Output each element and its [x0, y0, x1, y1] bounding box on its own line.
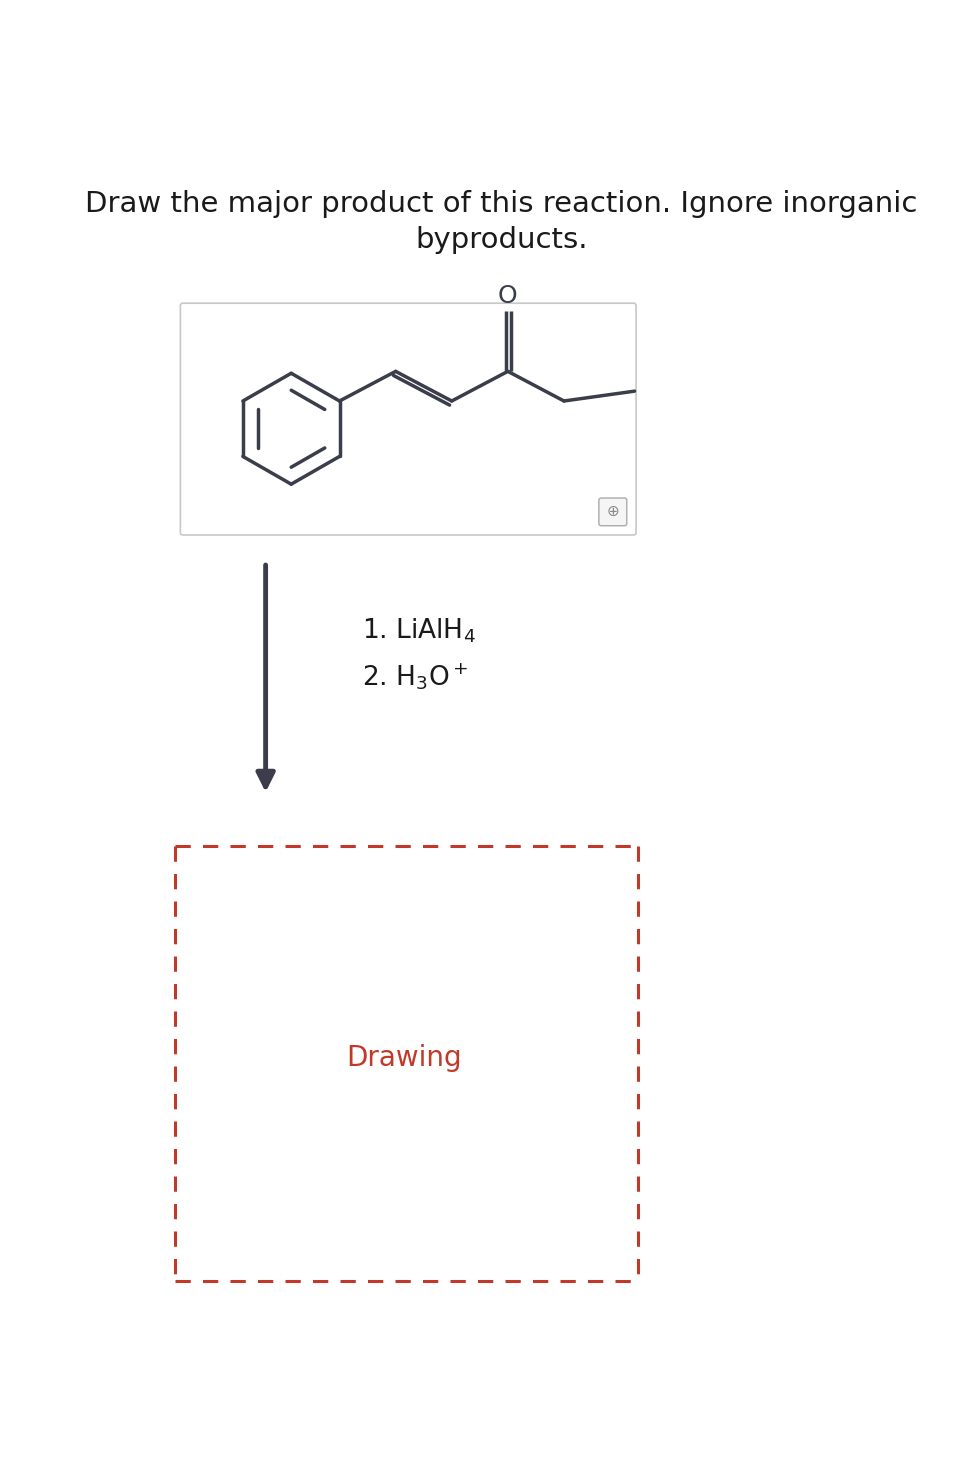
- Text: Drawing: Drawing: [346, 1044, 461, 1072]
- Text: 2. H$_3$O$^+$: 2. H$_3$O$^+$: [362, 661, 468, 691]
- Text: O: O: [497, 283, 517, 308]
- Text: 1. LiAlH$_4$: 1. LiAlH$_4$: [362, 617, 476, 644]
- Text: byproducts.: byproducts.: [414, 226, 587, 254]
- FancyBboxPatch shape: [598, 498, 626, 526]
- FancyBboxPatch shape: [180, 304, 635, 534]
- Text: ⊕: ⊕: [606, 505, 618, 520]
- Text: Draw the major product of this reaction. Ignore inorganic: Draw the major product of this reaction.…: [85, 189, 916, 219]
